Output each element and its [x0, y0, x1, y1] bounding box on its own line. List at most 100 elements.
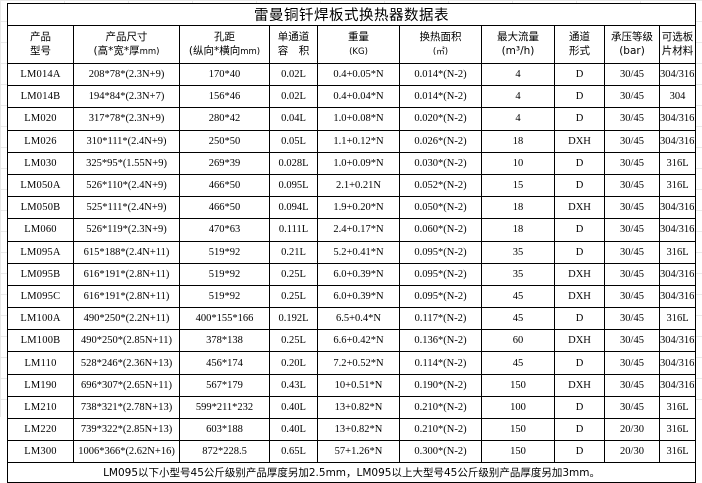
cell-volume[interactable]: 0.05L — [269, 129, 318, 153]
cell-material[interactable]: 304/316L — [658, 284, 697, 309]
table-row[interactable]: LM190 696*307*(2.65N+11) 567*179 0.43L 10+0.… — [7, 373, 697, 397]
cell-pressure[interactable]: 30/45 — [604, 395, 660, 420]
cell-model[interactable]: LM110 — [7, 351, 74, 375]
cell-pitch[interactable]: 470*63 — [179, 218, 270, 242]
cell-pressure[interactable]: 30/45 — [604, 262, 660, 286]
cell-pressure[interactable]: 30/45 — [604, 307, 660, 331]
cell-channel[interactable]: D — [554, 395, 605, 420]
table-row[interactable]: LM050B 525*111*(2.4N+9) 466*50 0.094L 1.9+0.… — [7, 196, 697, 220]
cell-volume[interactable]: 0.028L — [269, 151, 318, 175]
table-row[interactable]: LM210 738*321*(2.78N+13) 599*211*232 0.40L 1… — [7, 395, 697, 420]
cell-pitch[interactable]: 466*50 — [179, 196, 270, 220]
cell-pitch[interactable]: 456*174 — [179, 351, 270, 375]
cell-weight[interactable]: 2.1+0.21N — [317, 173, 400, 198]
cell-area[interactable]: 0.026*(N-2) — [399, 129, 482, 153]
cell-channel[interactable]: D — [554, 107, 605, 131]
cell-pressure[interactable]: 30/45 — [604, 373, 660, 397]
cell-model[interactable]: LM026 — [7, 129, 74, 153]
cell-pressure[interactable]: 30/45 — [604, 284, 660, 309]
cell-pitch[interactable]: 378*138 — [179, 329, 270, 353]
cell-model[interactable]: LM220 — [7, 417, 74, 442]
cell-weight[interactable]: 6.0+0.39*N — [317, 262, 400, 286]
cell-channel[interactable]: D — [554, 417, 605, 442]
cell-weight[interactable]: 13+0.82*N — [317, 395, 400, 420]
cell-size[interactable]: 528*246*(2.36N+13) — [73, 351, 180, 375]
cell-pitch[interactable]: 567*179 — [179, 373, 270, 397]
cell-weight[interactable]: 1.0+0.08*N — [317, 107, 400, 131]
cell-area[interactable]: 0.050*(N-2) — [399, 196, 482, 220]
cell-channel[interactable]: D — [554, 151, 605, 175]
cell-weight[interactable]: 13+0.82*N — [317, 417, 400, 442]
cell-flow[interactable]: 150 — [481, 373, 555, 397]
cell-size[interactable]: 525*111*(2.4N+9) — [73, 196, 180, 220]
cell-material[interactable]: 304 — [658, 85, 697, 109]
cell-volume[interactable]: 0.43L — [269, 373, 318, 397]
cell-weight[interactable]: 0.4+0.04*N — [317, 85, 400, 109]
cell-volume[interactable]: 0.25L — [269, 329, 318, 353]
cell-flow[interactable]: 150 — [481, 417, 555, 442]
cell-model[interactable]: LM060 — [7, 218, 74, 242]
cell-pitch[interactable]: 599*211*232 — [179, 395, 270, 420]
cell-pressure[interactable]: 30/45 — [604, 173, 660, 198]
cell-weight[interactable]: 6.0+0.39*N — [317, 284, 400, 309]
cell-flow[interactable]: 60 — [481, 329, 555, 353]
table-row[interactable]: LM020 317*78*(2.3N+9) 280*42 0.04L 1.0+0.08*… — [7, 107, 697, 131]
cell-model[interactable]: LM095C — [7, 284, 74, 309]
cell-flow[interactable]: 150 — [481, 440, 555, 464]
cell-area[interactable]: 0.014*(N-2) — [399, 85, 482, 109]
cell-material[interactable]: 304/316L — [658, 373, 697, 397]
cell-pitch[interactable]: 519*92 — [179, 284, 270, 309]
table-row[interactable]: LM100B 490*250*(2.85N+11) 378*138 0.25L 6.6+… — [7, 329, 697, 353]
cell-size[interactable]: 490*250*(2.2N+11) — [73, 307, 180, 331]
cell-flow[interactable]: 45 — [481, 351, 555, 375]
cell-material[interactable]: 316L — [658, 440, 697, 464]
cell-material[interactable]: 304/316L — [658, 129, 697, 153]
cell-channel[interactable]: D — [554, 85, 605, 109]
cell-material[interactable]: 316L — [658, 395, 697, 420]
table-row[interactable]: LM060 526*119*(2.3N+9) 470*63 0.111L 2.4+0.1… — [7, 218, 697, 242]
cell-area[interactable]: 0.117*(N-2) — [399, 307, 482, 331]
cell-pressure[interactable]: 30/45 — [604, 240, 660, 264]
cell-size[interactable]: 616*191*(2.8N+11) — [73, 284, 180, 309]
cell-flow[interactable]: 18 — [481, 196, 555, 220]
cell-area[interactable]: 0.014*(N-2) — [399, 62, 482, 87]
cell-flow[interactable]: 4 — [481, 85, 555, 109]
cell-area[interactable]: 0.210*(N-2) — [399, 417, 482, 442]
cell-channel[interactable]: DXH — [554, 129, 605, 153]
cell-volume[interactable]: 0.111L — [269, 218, 318, 242]
cell-model[interactable]: LM095B — [7, 262, 74, 286]
cell-volume[interactable]: 0.25L — [269, 262, 318, 286]
cell-area[interactable]: 0.060*(N-2) — [399, 218, 482, 242]
cell-pressure[interactable]: 20/30 — [604, 440, 660, 464]
cell-weight[interactable]: 1.9+0.20*N — [317, 196, 400, 220]
cell-material[interactable]: 316L — [658, 151, 697, 175]
cell-area[interactable]: 0.114*(N-2) — [399, 351, 482, 375]
cell-material[interactable]: 304/316L — [658, 351, 697, 375]
cell-size[interactable]: 696*307*(2.65N+11) — [73, 373, 180, 397]
table-row[interactable]: LM110 528*246*(2.36N+13) 456*174 0.20L 7.2+0… — [7, 351, 697, 375]
cell-size[interactable]: 526*110*(2.4N+9) — [73, 173, 180, 198]
table-row[interactable]: LM050A 526*110*(2.4N+9) 466*50 0.095L 2.1+0.… — [7, 173, 697, 198]
cell-pressure[interactable]: 30/45 — [604, 151, 660, 175]
cell-channel[interactable]: DXH — [554, 284, 605, 309]
cell-flow[interactable]: 15 — [481, 173, 555, 198]
cell-pressure[interactable]: 20/30 — [604, 417, 660, 442]
cell-size[interactable]: 325*95*(1.55N+9) — [73, 151, 180, 175]
cell-channel[interactable]: DXH — [554, 262, 605, 286]
cell-volume[interactable]: 0.40L — [269, 417, 318, 442]
cell-pressure[interactable]: 30/45 — [604, 218, 660, 242]
cell-area[interactable]: 0.052*(N-2) — [399, 173, 482, 198]
cell-pressure[interactable]: 30/45 — [604, 351, 660, 375]
cell-weight[interactable]: 57+1.26*N — [317, 440, 400, 464]
table-row[interactable]: LM030 325*95*(1.55N+9) 269*39 0.028L 1.0+0.0… — [7, 151, 697, 175]
cell-pitch[interactable]: 872*228.5 — [179, 440, 270, 464]
cell-pressure[interactable]: 30/45 — [604, 85, 660, 109]
cell-channel[interactable]: DXH — [554, 196, 605, 220]
cell-channel[interactable]: D — [554, 351, 605, 375]
cell-channel[interactable]: D — [554, 173, 605, 198]
cell-size[interactable]: 317*78*(2.3N+9) — [73, 107, 180, 131]
cell-material[interactable]: 304/316L — [658, 262, 697, 286]
cell-pitch[interactable]: 400*155*166 — [179, 307, 270, 331]
cell-material[interactable]: 304/316L — [658, 107, 697, 131]
cell-volume[interactable]: 0.20L — [269, 351, 318, 375]
